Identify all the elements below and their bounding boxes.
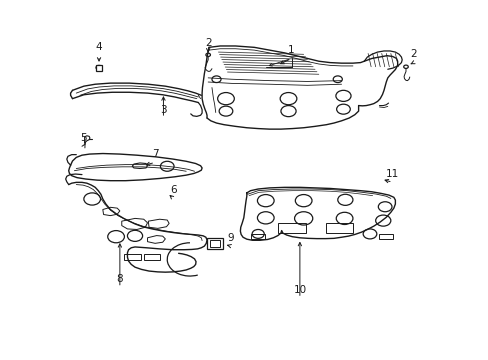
Bar [250, 234, 264, 239]
Text: 8: 8 [116, 274, 123, 284]
Bar [326, 223, 352, 233]
Text: 9: 9 [227, 233, 234, 243]
Text: 6: 6 [170, 185, 176, 195]
Bar [123, 254, 141, 260]
Text: 2: 2 [409, 49, 416, 59]
Text: 4: 4 [96, 42, 102, 52]
Text: 5: 5 [81, 133, 87, 143]
Bar [277, 223, 305, 233]
Text: 1: 1 [287, 45, 294, 55]
Text: 7: 7 [151, 149, 158, 159]
Bar [379, 234, 392, 239]
Text: 11: 11 [386, 169, 399, 179]
Bar [144, 254, 159, 260]
Text: 3: 3 [160, 105, 166, 115]
Text: 10: 10 [293, 285, 306, 295]
Text: 2: 2 [204, 38, 211, 48]
Bar [210, 240, 220, 247]
Bar [206, 238, 223, 249]
